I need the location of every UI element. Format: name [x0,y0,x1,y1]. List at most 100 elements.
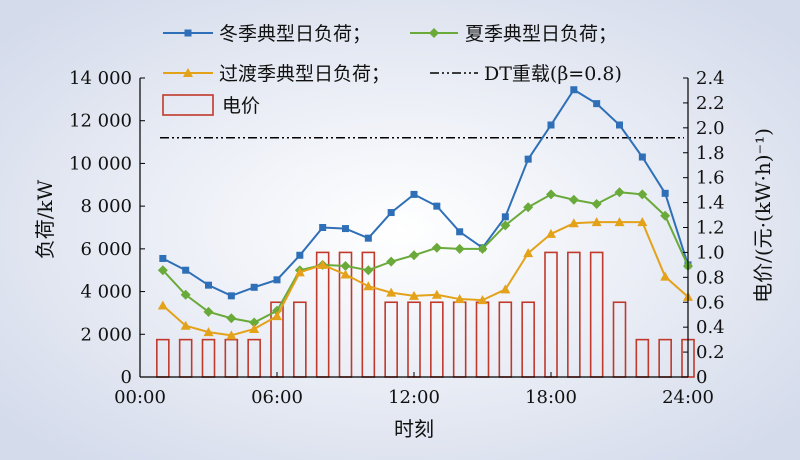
y-tick-label: 10 000 [69,153,132,174]
series-2-point [431,242,442,253]
legend-marker-winter [184,29,192,37]
series-3-point [272,311,282,321]
series-1-point [296,251,304,259]
x-tick-label: 06:00 [251,387,303,408]
series-3-point [180,320,191,330]
series-2-point [660,210,671,221]
series-3-point [409,290,419,300]
series-3-point [523,248,534,258]
series-3-point [157,300,168,310]
series-3-point [500,284,511,294]
series-1-point [410,190,418,198]
series-3-point [546,228,556,238]
legend-winter: 冬季典型日负荷； [219,23,371,45]
series-3-point [660,271,671,281]
y2-tick-label: 0.8 [696,267,725,288]
series-3-point [386,287,397,297]
series-2-point [203,306,214,317]
legend-price: 电价 [222,95,260,117]
series-3-point [340,269,351,279]
y2-tick-label: 0.4 [696,317,725,338]
series-1-point [273,276,281,284]
y2-tick-label: 2.4 [696,68,725,89]
y2-tick-label: 1.0 [696,242,725,263]
series-2-point [477,243,488,254]
series-2-point [546,189,556,200]
series-line-3 [162,221,689,337]
series-1-point [456,228,464,236]
legend-dt-reference: DT重载(β=0.8) [484,63,622,85]
legend-marker-summer [429,28,439,38]
series-1-point [433,202,441,210]
series-3-point [363,281,374,291]
y2-tick-label: 1.8 [696,143,725,164]
series-2-point [454,243,465,254]
y-tick-label: 8 000 [80,196,132,217]
series-3-point [431,289,442,299]
y-tick-label: 2 000 [80,324,132,345]
series-2-point [180,289,191,300]
series-3-point [591,217,602,227]
series-2-point [591,199,602,210]
series-3-point [294,267,305,277]
series-line-1 [162,88,689,297]
series-3-point [454,294,465,304]
series-2-point [568,194,579,205]
legend-marker-transition [183,68,193,77]
series-1-point [387,209,395,217]
series-3-point [637,217,648,227]
series-1-point [182,266,190,274]
y-tick-label: 12 000 [69,111,132,132]
series-2-point [637,189,648,200]
y2-axis-label: 电价/(元·(kW·h)⁻¹) [751,128,775,303]
series-2-point [363,265,374,276]
series-2-point [523,202,534,213]
y2-tick-label: 2.2 [696,93,725,114]
y2-tick-label: 0 [696,367,707,388]
series-1-point [364,234,372,242]
legend-transition: 过渡季典型日负荷； [219,63,390,85]
x-tick-label: 12:00 [388,387,440,408]
x-tick-label: 18:00 [525,387,577,408]
y2-tick-label: 0.6 [696,292,725,313]
series-1-point [319,224,327,231]
series-2-point [249,317,260,328]
series-2-point [614,187,625,198]
series-2-point [386,256,397,267]
series-3-point [203,327,214,337]
axes: 0 2 000 4 000 6 000 8 000 10 000 12 000 14 000 0… [69,68,725,408]
x-tick-label: 00:00 [114,387,166,408]
series-1-point [593,100,601,108]
y-tick-label: 14 000 [69,68,132,89]
series-3-point [614,217,625,227]
series-2-point [500,220,511,231]
y-tick-label: 6 000 [80,239,132,260]
series-3-point [226,330,237,340]
y2-tick-label: 0.2 [696,342,725,363]
series-2-point [409,250,419,261]
x-axis-label: 时刻 [394,417,434,441]
y2-tick-label: 1.2 [696,218,725,239]
load-series [157,86,693,340]
series-3-point [477,295,488,305]
series-1-point [524,155,532,163]
y2-tick-label: 2.0 [696,118,725,139]
series-1-point [250,283,258,291]
legend-price-swatch [162,94,214,116]
series-3-point [317,259,328,269]
legend-summer: 夏季典型日负荷； [465,23,617,45]
x-tick-label: 24:00 [662,387,714,408]
series-1-point [638,153,646,161]
series-3-point [568,218,579,228]
legend: 冬季典型日负荷； 夏季典型日负荷； 过渡季典型日负荷； DT重载(β=0.8) 电价 [162,23,622,117]
y2-tick-label: 1.6 [696,168,725,189]
y-tick-label: 0 [121,367,132,388]
series-2-point [340,260,351,271]
series-1-point [227,292,235,300]
y2-tick-label: 1.4 [696,193,725,214]
y-axis-label: 负荷/kW [33,179,57,259]
series-1-point [205,281,212,289]
series-1-point [547,121,555,129]
